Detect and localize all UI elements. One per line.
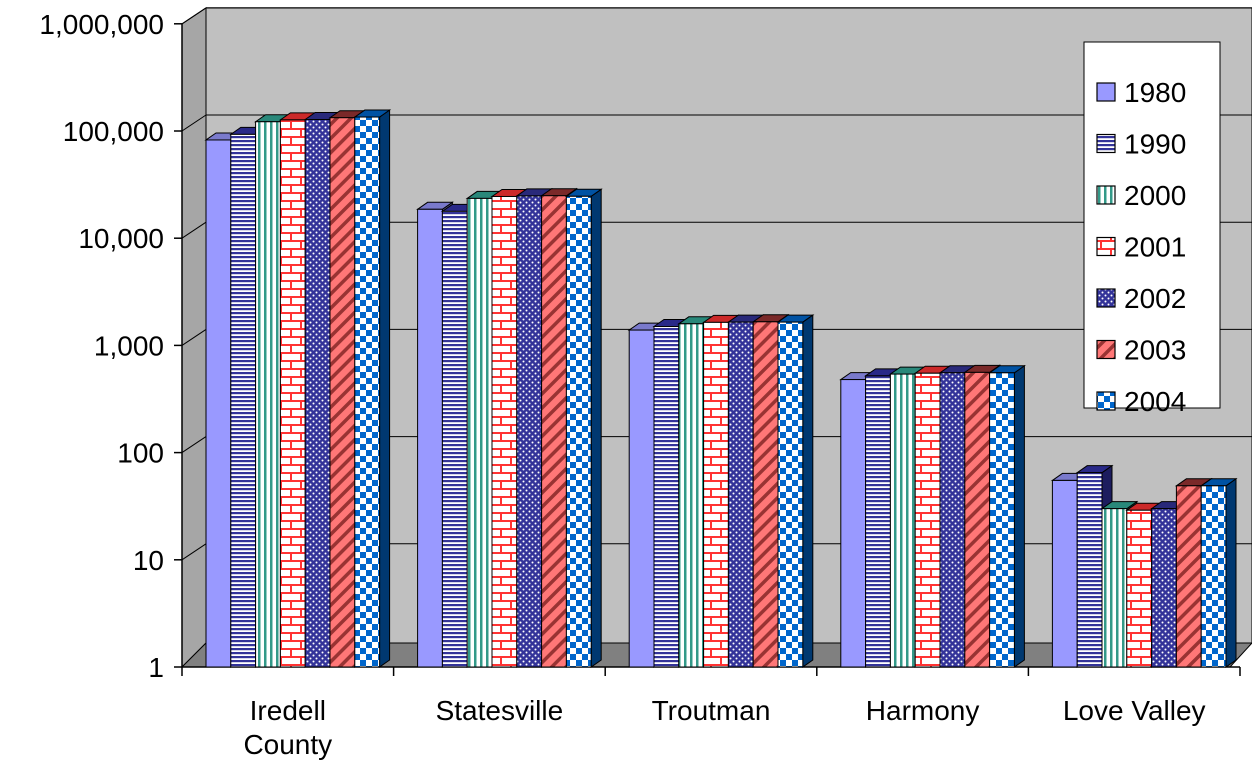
bar-front xyxy=(329,117,356,668)
bar-side xyxy=(802,314,814,668)
bar-front xyxy=(840,379,867,668)
bar xyxy=(353,109,392,668)
bar-front xyxy=(889,373,916,668)
y-tick-labels: 1 10 100 1,000 10,000 100,000 1,000,000 xyxy=(39,9,164,683)
legend-swatch xyxy=(1096,339,1116,360)
bar-front xyxy=(279,119,306,668)
bar-front xyxy=(205,139,232,668)
bar-front xyxy=(752,321,779,668)
bar-front xyxy=(466,197,493,668)
bar-front xyxy=(678,323,705,668)
y-tick-label: 100 xyxy=(117,438,164,469)
bar xyxy=(988,364,1026,668)
legend-item: 1990 xyxy=(1096,129,1186,160)
bar-front xyxy=(865,375,891,668)
bar-front xyxy=(964,371,991,668)
bar-front xyxy=(255,121,281,668)
category-label: Iredell xyxy=(250,695,326,726)
y-tick-label: 1,000,000 xyxy=(39,9,164,40)
legend-label: 1980 xyxy=(1124,77,1186,108)
gridline xyxy=(181,114,207,132)
bar-front xyxy=(1175,485,1202,668)
legend-item: 2004 xyxy=(1096,386,1186,417)
legend-swatch xyxy=(1096,82,1116,102)
category-label: Love Valley xyxy=(1063,695,1206,726)
legend-swatch xyxy=(1096,133,1116,154)
legend-item: 2003 xyxy=(1096,335,1186,366)
gridline xyxy=(181,436,207,454)
bar-front xyxy=(441,210,468,668)
bar-front xyxy=(777,321,804,668)
y-tick-label: 100,000 xyxy=(63,116,164,147)
legend-swatch xyxy=(1096,236,1116,257)
y-tick-label: 10,000 xyxy=(78,223,164,254)
gridline xyxy=(181,543,207,561)
category-label: County xyxy=(243,729,332,760)
bar xyxy=(1199,477,1238,668)
bar-front xyxy=(1151,508,1177,668)
gridline xyxy=(181,221,207,239)
bar-front xyxy=(1200,485,1227,668)
bar-front xyxy=(516,195,543,668)
legend-item: 2001 xyxy=(1096,232,1186,263)
bar xyxy=(564,188,603,668)
bar-side xyxy=(1013,364,1025,668)
y-tick-label: 10 xyxy=(133,545,164,576)
bar-front xyxy=(628,329,655,668)
legend-label: 2000 xyxy=(1124,180,1186,211)
legend-swatch xyxy=(1096,288,1116,308)
bar-front xyxy=(354,116,381,668)
category-label: Statesville xyxy=(436,695,564,726)
legend: 1980 1990 2000 2001 2002 2003 2004 xyxy=(1083,41,1221,417)
bar-side xyxy=(590,188,602,668)
bar-front xyxy=(1126,509,1153,668)
y-tick-label: 1,000 xyxy=(94,330,164,361)
legend-item: 2002 xyxy=(1096,283,1186,314)
bar-front xyxy=(914,372,941,668)
bar-front xyxy=(541,195,567,668)
bar-front xyxy=(1076,472,1103,668)
legend-item: 1980 xyxy=(1096,77,1186,108)
legend-label: 2004 xyxy=(1124,386,1186,417)
bar-side xyxy=(1225,477,1237,668)
bar xyxy=(776,314,815,668)
legend-label: 2002 xyxy=(1124,283,1186,314)
bar-side xyxy=(379,109,391,668)
gridline xyxy=(181,328,207,346)
legend-label: 2001 xyxy=(1124,232,1186,263)
bar-front xyxy=(1101,508,1128,668)
category-label: Harmony xyxy=(866,695,980,726)
gridline xyxy=(181,7,207,25)
category-label: Troutman xyxy=(652,695,771,726)
bar-front xyxy=(1051,479,1078,668)
bar-front xyxy=(939,372,966,668)
legend-swatch xyxy=(1096,185,1116,205)
legend-label: 2003 xyxy=(1124,335,1186,366)
legend-swatch xyxy=(1096,391,1116,411)
bar-front xyxy=(230,133,257,668)
bar-front xyxy=(565,195,592,668)
bar-front xyxy=(653,326,680,668)
bar-front xyxy=(989,372,1015,668)
legend-label: 1990 xyxy=(1124,129,1186,160)
legend-item: 2000 xyxy=(1096,180,1186,211)
y-tick-label: 1 xyxy=(148,652,164,683)
bar-front xyxy=(491,195,518,668)
bar-front xyxy=(417,208,443,668)
bars xyxy=(204,109,1238,668)
bar-front xyxy=(703,321,729,668)
bar-front xyxy=(304,119,331,668)
bar-front xyxy=(727,321,754,668)
